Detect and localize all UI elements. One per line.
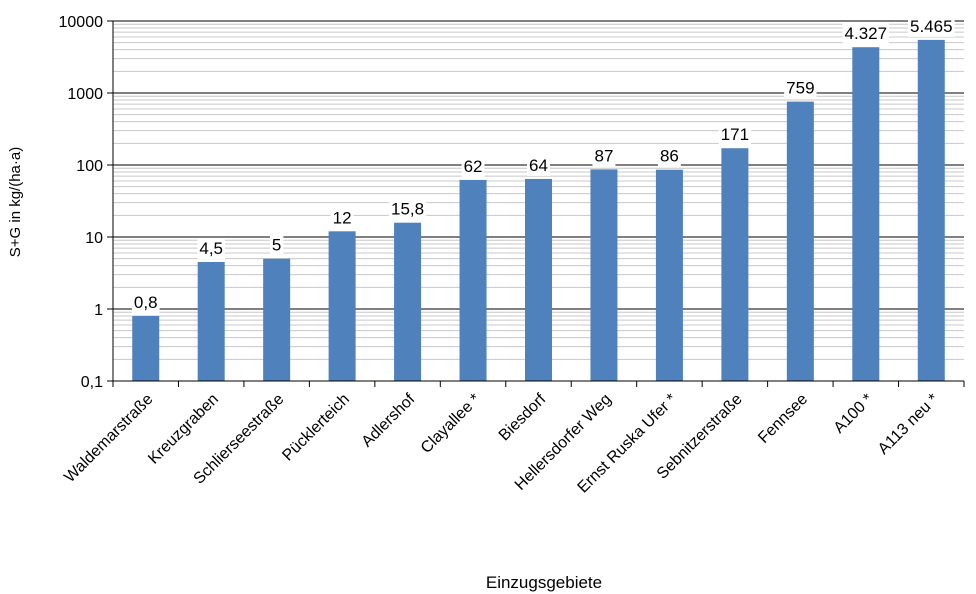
y-tick-label: 0,1 xyxy=(81,374,103,391)
data-label-text: 759 xyxy=(786,79,814,98)
bar xyxy=(329,231,356,381)
data-label: 5 xyxy=(270,235,283,256)
data-label-text: 87 xyxy=(595,146,614,165)
data-label: 759 xyxy=(784,78,816,99)
bar xyxy=(852,47,879,381)
category-label: Biesdorf xyxy=(496,390,550,444)
category-label: A100 * xyxy=(831,391,877,437)
data-label: 62 xyxy=(462,156,485,177)
data-label-text: 86 xyxy=(660,147,679,166)
bar xyxy=(394,223,421,381)
data-label: 64 xyxy=(527,155,550,176)
category-label: Clayallee * xyxy=(418,391,484,457)
y-tick-label: 10000 xyxy=(59,14,104,31)
category-label: Pücklerteich xyxy=(279,391,353,465)
bar xyxy=(198,262,225,381)
bar xyxy=(263,259,290,381)
y-tick-label: 10 xyxy=(85,230,103,247)
bar xyxy=(656,170,683,381)
data-label-text: 0,8 xyxy=(134,293,158,312)
data-label: 171 xyxy=(719,124,751,145)
data-label: 0,8 xyxy=(132,292,160,313)
category-label: Fennsee xyxy=(755,391,811,447)
data-label-text: 4.327 xyxy=(845,24,888,43)
bars xyxy=(132,40,945,381)
bar xyxy=(132,316,159,381)
data-label-text: 5.465 xyxy=(910,17,953,36)
data-label: 87 xyxy=(593,145,616,166)
bar xyxy=(787,102,814,381)
y-tick-labels: 10000 1000 100 10 1 0,1 xyxy=(59,14,104,391)
bar xyxy=(460,180,487,381)
y-tick-label: 1 xyxy=(94,302,103,319)
data-label-text: 62 xyxy=(464,157,483,176)
x-category-labels: WaldemarstraßeKreuzgrabenSchlierseestraß… xyxy=(61,390,942,496)
data-label: 4.327 xyxy=(843,23,890,44)
data-label: 4,5 xyxy=(197,238,225,259)
bar xyxy=(525,179,552,381)
data-label: 5.465 xyxy=(908,16,955,37)
data-label-text: 5 xyxy=(272,236,281,255)
category-label: Adlershof xyxy=(359,390,419,450)
category-label: A113 neu * xyxy=(875,391,942,458)
data-label: 86 xyxy=(658,146,681,167)
category-label: Waldemarstraße xyxy=(61,391,156,486)
data-label-text: 171 xyxy=(721,125,749,144)
bar xyxy=(721,148,748,381)
y-tick-label: 100 xyxy=(76,158,103,175)
data-label-text: 4,5 xyxy=(199,239,223,258)
y-tick-label: 1000 xyxy=(67,86,103,103)
data-label: 12 xyxy=(331,207,354,228)
data-label-text: 15,8 xyxy=(391,200,424,219)
x-axis-title: Einzugsgebiete xyxy=(486,573,602,592)
data-label-text: 12 xyxy=(333,208,352,227)
data-label: 15,8 xyxy=(389,199,426,220)
bar xyxy=(590,169,617,381)
data-label-text: 64 xyxy=(529,156,548,175)
bar xyxy=(918,40,945,381)
y-axis-title: S+G in kg/(ha·a) xyxy=(7,147,24,257)
